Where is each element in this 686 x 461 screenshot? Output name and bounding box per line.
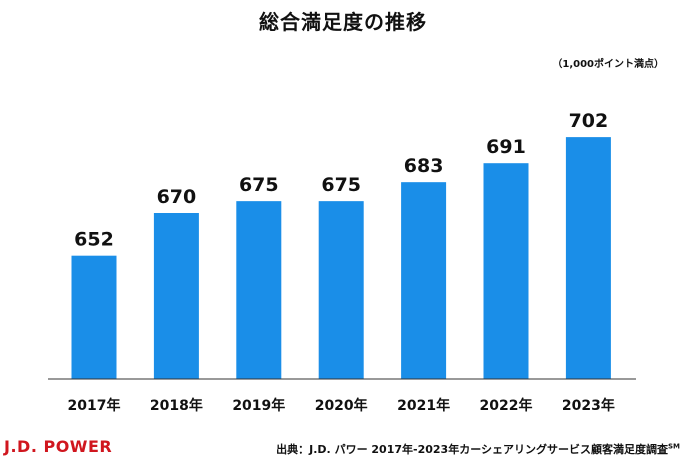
bar-2023年 xyxy=(565,137,611,379)
data-label-2020年: 675 xyxy=(321,174,361,196)
bar-2017年 xyxy=(71,255,117,379)
source-note: 出典：J.D. パワー 2017年-2023年カーシェアリングサービス顧客満足度… xyxy=(276,441,680,457)
data-label-2017年: 652 xyxy=(74,229,114,251)
unit-note: （1,000ポイント満点） xyxy=(552,59,664,70)
bar-2020年 xyxy=(318,201,364,379)
bar-2019年 xyxy=(236,201,282,379)
x-tick-label-2021年: 2021年 xyxy=(397,397,450,414)
service-mark: SM xyxy=(667,442,680,451)
bar-2018年 xyxy=(153,213,199,379)
x-tick-label-2019年: 2019年 xyxy=(232,397,285,414)
chart-title: 総合満足度の推移 xyxy=(259,10,427,34)
bar-chart: 652 2017年 670 2018年 675 2019年 675 2020年 683 2021年… xyxy=(48,110,636,414)
data-label-2018年: 670 xyxy=(157,186,197,208)
x-tick-label-2022年: 2022年 xyxy=(480,397,533,414)
x-tick-label-2018年: 2018年 xyxy=(150,397,203,414)
data-label-2023年: 702 xyxy=(569,110,609,132)
x-tick-label-2020年: 2020年 xyxy=(315,397,368,414)
data-label-2022年: 691 xyxy=(486,136,526,158)
jd-power-logo: J.D. POWER xyxy=(4,437,113,456)
data-label-2021年: 683 xyxy=(404,155,444,177)
source-text: 出典：J.D. パワー 2017年-2023年カーシェアリングサービス顧客満足度… xyxy=(276,443,668,456)
data-label-2019年: 675 xyxy=(239,174,279,196)
bar-2021年 xyxy=(401,182,447,379)
x-tick-label-2017年: 2017年 xyxy=(68,397,121,414)
bar-2022年 xyxy=(483,163,529,379)
x-tick-label-2023年: 2023年 xyxy=(562,397,615,414)
